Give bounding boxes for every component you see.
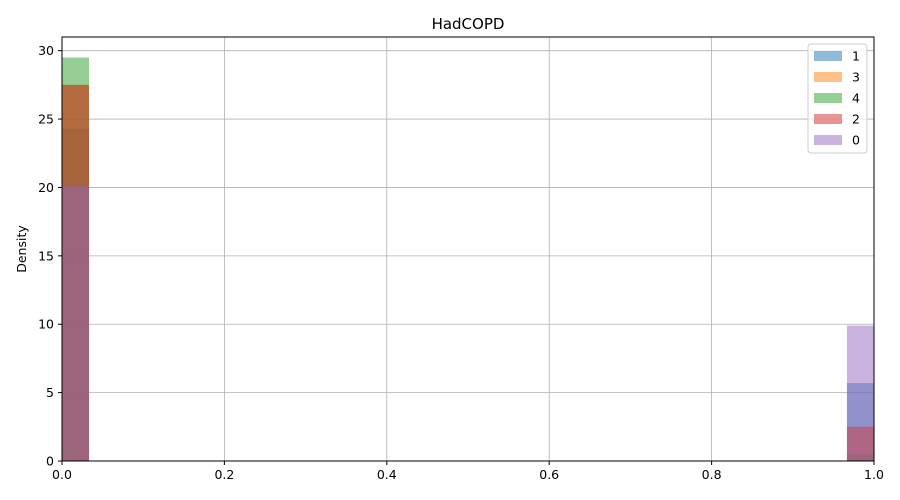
- x-tick-label: 0.2: [214, 467, 234, 482]
- legend-label-1: 1: [852, 49, 860, 64]
- grid-lines: [61, 37, 875, 462]
- y-tick-label: 15: [38, 248, 54, 263]
- x-tick-label: 0.8: [702, 467, 722, 482]
- x-tick-label: 0.4: [377, 467, 397, 482]
- histogram-bar-series-0: [846, 325, 874, 461]
- legend-swatch-4: [814, 93, 842, 103]
- histogram-bars: [62, 57, 874, 462]
- y-tick-label: 30: [38, 43, 54, 58]
- axes-frame: [61, 36, 875, 462]
- y-tick-label: 5: [46, 385, 54, 400]
- y-tick-label: 20: [38, 180, 54, 195]
- y-tick-label: 25: [38, 112, 54, 127]
- x-tick-label: 1.0: [864, 467, 884, 482]
- legend-label-2: 2: [852, 112, 860, 127]
- legend-swatch-3: [814, 72, 842, 82]
- y-axis-label: Density: [14, 225, 29, 273]
- axes: [58, 36, 875, 465]
- chart-title: HadCOPD: [432, 15, 505, 33]
- legend: 1 3 4 2 0: [807, 43, 868, 154]
- histogram-bar-series-0: [62, 186, 90, 462]
- legend-swatch-2: [814, 114, 842, 124]
- legend-label-3: 3: [852, 70, 860, 85]
- x-tick-label: 0.0: [52, 467, 72, 482]
- legend-swatch-0: [814, 135, 842, 145]
- legend-label-4: 4: [852, 91, 860, 106]
- y-tick-label: 0: [46, 454, 54, 469]
- legend-swatch-1: [814, 51, 842, 61]
- y-tick-label: 10: [38, 317, 54, 332]
- x-tick-label: 0.6: [539, 467, 559, 482]
- legend-label-0: 0: [852, 133, 860, 148]
